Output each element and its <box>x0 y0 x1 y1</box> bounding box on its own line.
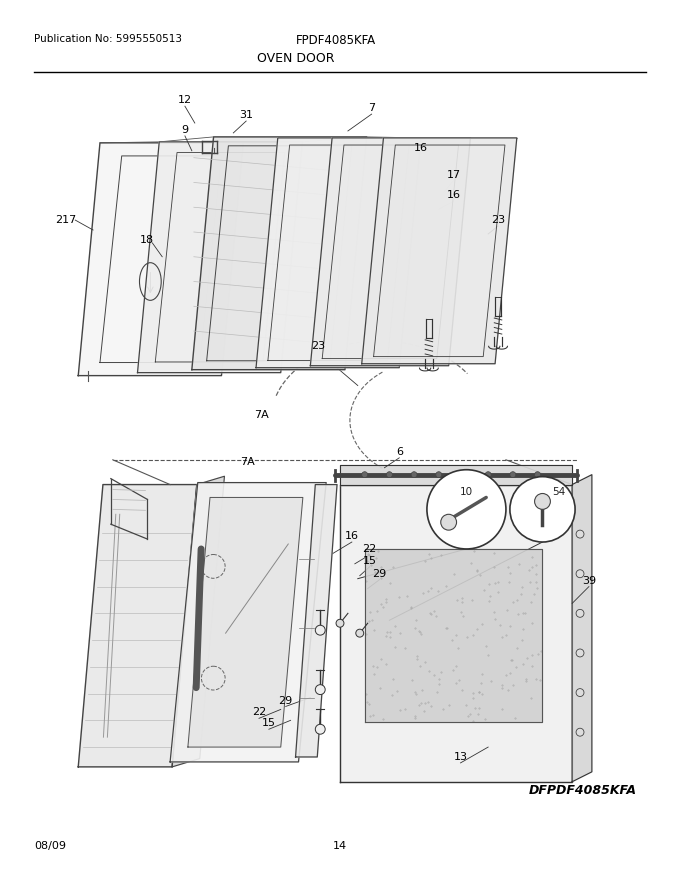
Polygon shape <box>78 143 243 376</box>
Circle shape <box>534 494 550 510</box>
Circle shape <box>486 472 491 478</box>
Text: 17: 17 <box>447 170 460 180</box>
Circle shape <box>316 724 325 734</box>
Circle shape <box>441 514 456 530</box>
Text: 9: 9 <box>182 125 188 135</box>
Text: 12: 12 <box>178 95 192 106</box>
Text: 10: 10 <box>460 487 473 496</box>
Text: Publication No: 5995550513: Publication No: 5995550513 <box>34 34 182 44</box>
Polygon shape <box>296 485 337 757</box>
Text: 23: 23 <box>311 341 325 351</box>
Circle shape <box>356 629 364 637</box>
Text: 29: 29 <box>373 568 387 579</box>
Text: 217: 217 <box>55 215 76 225</box>
Circle shape <box>576 689 584 697</box>
Text: 54: 54 <box>552 487 566 496</box>
Text: 22: 22 <box>362 544 377 554</box>
Polygon shape <box>192 137 367 370</box>
Text: 29: 29 <box>279 695 293 706</box>
Polygon shape <box>364 549 543 722</box>
Circle shape <box>411 472 417 478</box>
Polygon shape <box>310 138 471 366</box>
Text: 16: 16 <box>345 532 359 541</box>
Text: FPDF4085KFA: FPDF4085KFA <box>296 34 375 47</box>
Circle shape <box>386 472 392 478</box>
Polygon shape <box>362 138 517 363</box>
Text: 16: 16 <box>447 190 460 201</box>
Text: DFPDF4085KFA: DFPDF4085KFA <box>528 783 636 796</box>
Circle shape <box>336 620 344 627</box>
Circle shape <box>510 477 575 542</box>
Polygon shape <box>340 485 572 781</box>
Circle shape <box>576 729 584 737</box>
Circle shape <box>316 685 325 694</box>
Circle shape <box>362 472 368 478</box>
Text: 16: 16 <box>414 143 428 153</box>
Circle shape <box>316 625 325 635</box>
Polygon shape <box>172 476 224 766</box>
Circle shape <box>510 472 516 478</box>
Circle shape <box>534 472 541 478</box>
Text: 13: 13 <box>454 752 468 762</box>
Text: OVEN DOOR: OVEN DOOR <box>257 52 335 65</box>
Text: 7: 7 <box>368 103 375 114</box>
Text: 08/09: 08/09 <box>34 841 66 851</box>
Polygon shape <box>256 138 421 368</box>
Text: 15: 15 <box>362 556 377 566</box>
Text: 31: 31 <box>239 110 253 120</box>
Text: 18: 18 <box>139 235 154 245</box>
Text: 14: 14 <box>333 841 347 851</box>
Text: 7A: 7A <box>240 457 254 466</box>
Text: 6: 6 <box>396 447 403 457</box>
Circle shape <box>576 609 584 617</box>
Text: 15: 15 <box>262 718 276 729</box>
Text: 7A: 7A <box>254 410 269 421</box>
Polygon shape <box>340 465 572 485</box>
Circle shape <box>460 472 466 478</box>
Polygon shape <box>170 482 326 762</box>
Circle shape <box>576 530 584 538</box>
Text: 39: 39 <box>582 576 596 586</box>
Circle shape <box>576 649 584 657</box>
Circle shape <box>427 470 506 549</box>
Text: 23: 23 <box>491 215 505 225</box>
Polygon shape <box>137 142 303 372</box>
Polygon shape <box>78 485 197 766</box>
Text: 22: 22 <box>252 708 266 717</box>
Polygon shape <box>572 474 592 781</box>
Polygon shape <box>188 497 303 747</box>
Circle shape <box>576 569 584 577</box>
Circle shape <box>436 472 442 478</box>
